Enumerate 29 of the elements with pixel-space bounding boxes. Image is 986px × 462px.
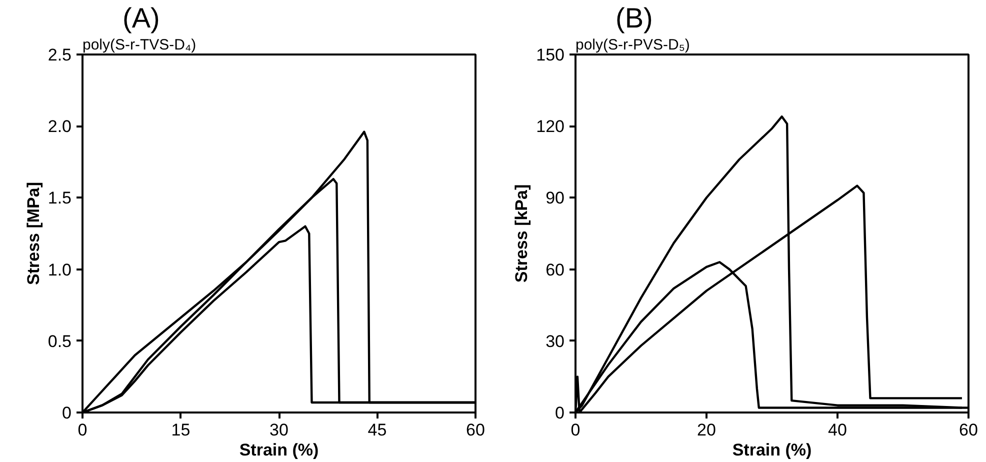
x-tick-label: 30 <box>270 420 288 440</box>
chart-subtitle: poly(S-r-PVS-D₅) <box>576 36 690 54</box>
chart-title: (B) <box>616 2 653 34</box>
x-tick-label: 0 <box>78 420 88 440</box>
y-axis-title: Stress [kPa] <box>512 184 532 283</box>
y-tick-label: 0.5 <box>48 332 72 351</box>
x-tick-label: 40 <box>828 420 847 440</box>
x-tick-label: 20 <box>697 420 716 440</box>
y-tick-label: 2.0 <box>48 117 72 136</box>
y-tick-label: 1.5 <box>48 188 72 208</box>
chart-title: (A) <box>122 2 160 34</box>
x-tick-label: 60 <box>466 420 485 440</box>
y-tick-label: 90 <box>546 188 565 208</box>
x-axis-title: Strain (%) <box>239 440 319 460</box>
y-tick-label: 60 <box>546 260 565 280</box>
y-tick-label: 120 <box>536 117 565 136</box>
y-tick-label: 30 <box>546 332 565 351</box>
y-tick-label: 2.5 <box>48 46 72 64</box>
x-axis-title: Strain (%) <box>732 440 812 460</box>
y-tick-label: 1.0 <box>48 260 72 280</box>
y-axis-title: Stress [MPa] <box>24 182 43 285</box>
x-tick-label: 15 <box>171 420 190 440</box>
x-tick-label: 0 <box>570 420 580 440</box>
y-tick-label: 0 <box>555 404 565 422</box>
y-tick-label: 150 <box>536 46 565 64</box>
x-tick-label: 45 <box>368 420 387 440</box>
x-tick-label: 60 <box>959 420 978 440</box>
y-tick-label: 0 <box>62 404 72 422</box>
chart-subtitle: poly(S-r-TVS-D₄) <box>82 36 196 54</box>
